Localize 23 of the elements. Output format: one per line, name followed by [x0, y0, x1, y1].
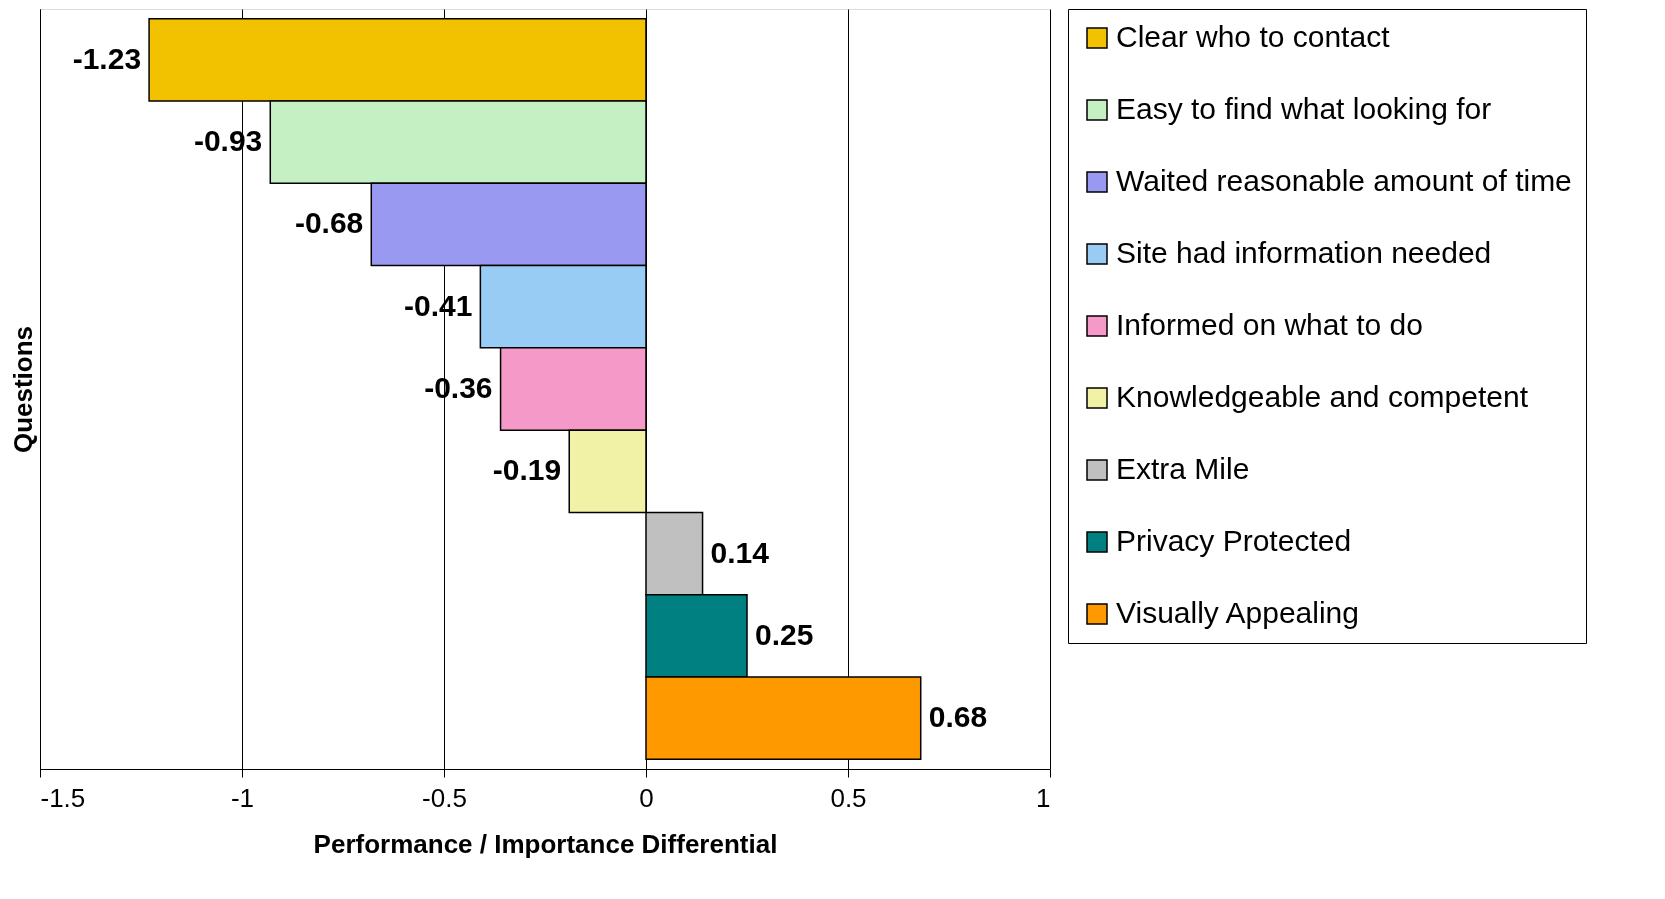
- legend-label: Informed on what to do: [1116, 308, 1423, 341]
- y-axis-title: Questions: [7, 325, 38, 454]
- legend-label: Site had information needed: [1116, 236, 1492, 269]
- data-label: 0.25: [755, 617, 814, 651]
- legend-label: Extra Mile: [1116, 452, 1250, 485]
- x-tick-label: -1.5: [40, 782, 86, 813]
- data-label: 0.68: [928, 700, 988, 733]
- legend-label: Knowledgeable and competent: [1116, 380, 1529, 413]
- data-label: 0.14: [710, 535, 770, 569]
- legend-label: Easy to find what looking for: [1116, 92, 1492, 125]
- legend-label: Privacy Protected: [1116, 524, 1352, 557]
- x-axis-title: Performance / Importance Differential: [313, 828, 778, 859]
- x-tick-label: 0: [639, 782, 654, 813]
- x-tick-label: -1: [230, 782, 255, 813]
- legend-label: Waited reasonable amount of time: [1116, 164, 1572, 197]
- data-label: -0.68: [294, 206, 364, 240]
- legend-label: Visually Appealing: [1116, 596, 1359, 629]
- data-label: -1.23: [72, 42, 142, 75]
- legend-label: Clear who to contact: [1116, 20, 1391, 53]
- x-tick-label: 0.5: [830, 782, 867, 813]
- x-tick-label: -0.5: [422, 782, 467, 813]
- x-tick-label: 1: [1036, 782, 1051, 813]
- data-label: -0.19: [492, 453, 562, 487]
